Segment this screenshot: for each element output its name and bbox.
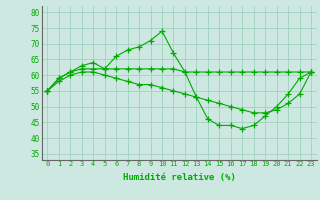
- X-axis label: Humidité relative (%): Humidité relative (%): [123, 173, 236, 182]
